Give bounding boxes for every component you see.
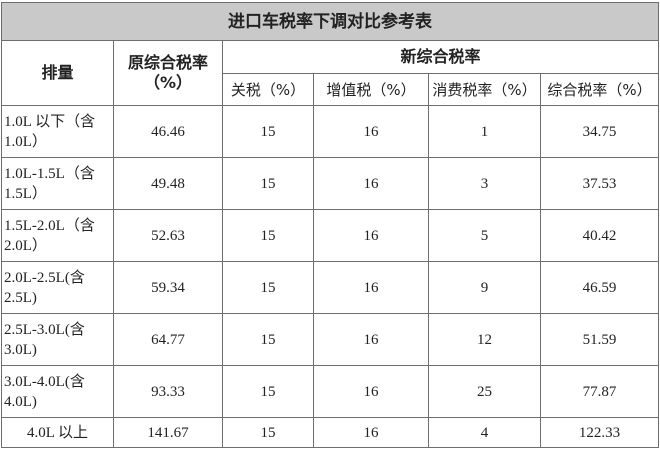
cell-original: 93.33 xyxy=(113,365,223,418)
table-row: 2.5L-3.0L(含3.0L) 64.77 15 16 12 51.59 xyxy=(1,313,660,366)
cell-displacement: 2.5L-3.0L(含3.0L) xyxy=(1,313,114,366)
cell-vat: 16 xyxy=(313,209,429,262)
cell-tariff: 15 xyxy=(222,365,314,418)
cell-consumption: 5 xyxy=(428,209,541,262)
header-consumption: 消费税率（%） xyxy=(428,73,541,106)
cell-combined: 51.59 xyxy=(539,313,660,366)
header-original-rate: 原综合税率（%） xyxy=(113,40,223,106)
cell-tariff: 15 xyxy=(222,313,314,366)
cell-combined: 34.75 xyxy=(539,105,660,158)
cell-consumption: 9 xyxy=(428,261,541,314)
cell-consumption: 3 xyxy=(428,157,541,210)
cell-tariff: 15 xyxy=(222,157,314,210)
cell-combined: 77.87 xyxy=(539,365,660,418)
cell-combined: 122.33 xyxy=(539,417,660,448)
header-row-1: 排量 原综合税率（%） 新综合税率 xyxy=(1,40,660,106)
cell-displacement: 3.0L-4.0L(含4.0L) xyxy=(1,365,114,418)
cell-original: 52.63 xyxy=(113,209,223,262)
table-row: 1.5L-2.0L（含2.0L） 52.63 15 16 5 40.42 xyxy=(1,209,660,262)
table-row: 1.0L 以下（含1.0L） 46.46 15 16 1 34.75 xyxy=(1,105,660,158)
header-combined: 综合税率（%） xyxy=(539,73,660,106)
cell-vat: 16 xyxy=(313,417,429,448)
cell-consumption: 25 xyxy=(428,365,541,418)
table-row: 4.0L 以上 141.67 15 16 4 122.33 xyxy=(1,417,660,448)
cell-original: 64.77 xyxy=(113,313,223,366)
cell-original: 59.34 xyxy=(113,261,223,314)
header-vat: 增值税（%） xyxy=(313,73,429,106)
table-row: 1.0L-1.5L（含1.5L） 49.48 15 16 3 37.53 xyxy=(1,157,660,210)
cell-combined: 46.59 xyxy=(539,261,660,314)
cell-tariff: 15 xyxy=(222,261,314,314)
header-row-2: 关税（%） 增值税（%） 消费税率（%） 综合税率（%） xyxy=(2,73,660,106)
header-tariff: 关税（%） xyxy=(222,73,314,106)
cell-vat: 16 xyxy=(313,261,429,314)
header-displacement: 排量 xyxy=(1,40,114,106)
cell-consumption: 1 xyxy=(428,105,541,158)
cell-displacement: 2.0L-2.5L(含2.5L) xyxy=(1,261,114,314)
cell-consumption: 4 xyxy=(428,417,541,448)
cell-original: 46.46 xyxy=(113,105,223,158)
cell-tariff: 15 xyxy=(222,209,314,262)
cell-vat: 16 xyxy=(313,365,429,418)
cell-displacement: 1.5L-2.0L（含2.0L） xyxy=(1,209,114,262)
table-title: 进口车税率下调对比参考表 xyxy=(0,2,660,41)
title-row: 进口车税率下调对比参考表 xyxy=(0,2,660,41)
cell-vat: 16 xyxy=(313,105,429,158)
cell-original: 49.48 xyxy=(113,157,223,210)
header-new-rate-group: 新综合税率 xyxy=(221,40,660,74)
table-row: 2.0L-2.5L(含2.5L) 59.34 15 16 9 46.59 xyxy=(1,261,660,314)
cell-displacement: 1.0L 以下（含1.0L） xyxy=(1,105,114,158)
cell-combined: 40.42 xyxy=(539,209,660,262)
cell-vat: 16 xyxy=(313,313,429,366)
cell-displacement: 1.0L-1.5L（含1.5L） xyxy=(1,157,114,210)
cell-vat: 16 xyxy=(313,157,429,210)
cell-combined: 37.53 xyxy=(539,157,660,210)
table-row: 3.0L-4.0L(含4.0L) 93.33 15 16 25 77.87 xyxy=(1,365,660,418)
cell-tariff: 15 xyxy=(222,105,314,158)
cell-tariff: 15 xyxy=(222,417,314,448)
cell-original: 141.67 xyxy=(113,417,223,448)
cell-displacement: 4.0L 以上 xyxy=(1,417,114,448)
cell-consumption: 12 xyxy=(428,313,541,366)
